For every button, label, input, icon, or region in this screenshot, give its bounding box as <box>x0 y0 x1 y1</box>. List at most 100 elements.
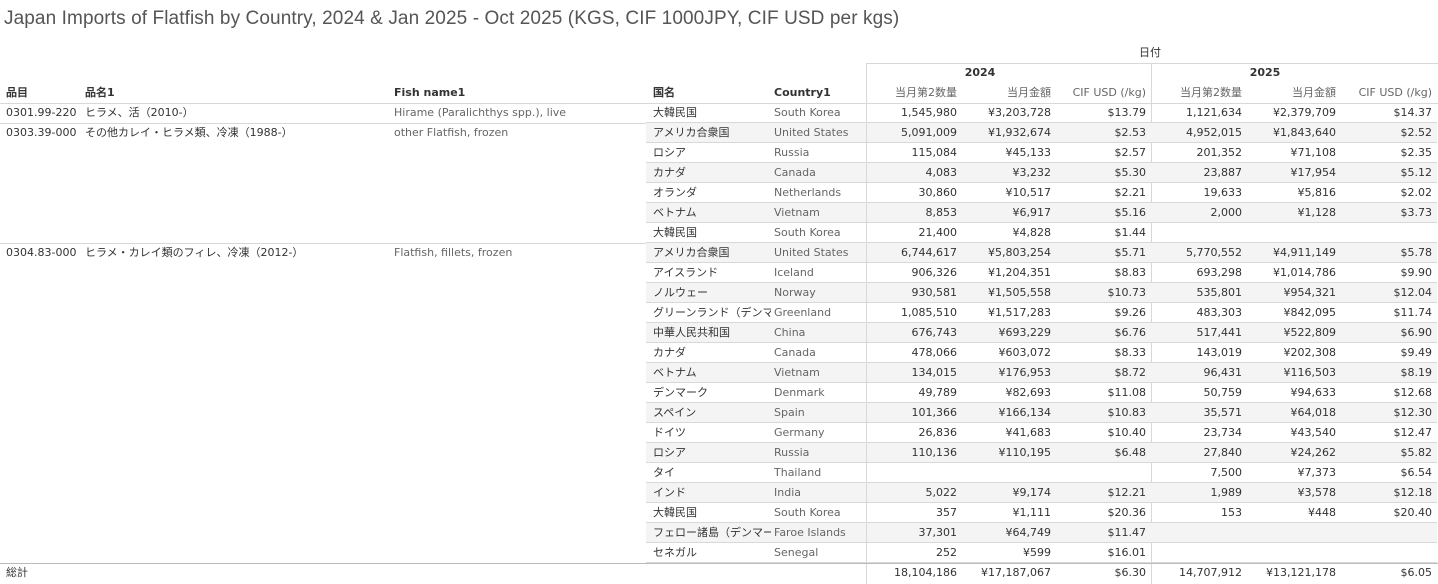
header-top-line <box>866 63 1438 64</box>
row-value: $11.47 <box>1107 526 1147 539</box>
row-value: ¥166,134 <box>998 406 1052 419</box>
row-country-en: Greenland <box>774 306 832 319</box>
row-value: 1,989 <box>1210 486 1243 499</box>
row-value: ¥64,749 <box>1005 526 1052 539</box>
row-value: 5,091,009 <box>901 126 957 139</box>
row-value: $5.30 <box>1114 166 1147 179</box>
row-value: $2.53 <box>1114 126 1147 139</box>
row-line <box>646 302 1437 303</box>
row-country-jp: セネガル <box>653 546 697 559</box>
row-country-jp: 大韓民国 <box>653 226 697 239</box>
pane-divider <box>866 103 867 563</box>
row-value: 153 <box>1221 506 1242 519</box>
row-value: 49,789 <box>918 386 958 399</box>
row-country-en: United States <box>774 246 849 259</box>
row-country-en: Spain <box>774 406 805 419</box>
row-value: $14.37 <box>1393 106 1433 119</box>
row-value: ¥3,203,728 <box>988 106 1051 119</box>
measure-header: CIF USD (/kg) <box>1358 86 1432 99</box>
row-value: $2.52 <box>1400 126 1433 139</box>
row-line <box>646 462 1437 463</box>
row-country-jp: ロシア <box>653 446 686 459</box>
row-value: 37,301 <box>918 526 958 539</box>
row-stripe <box>646 163 1437 183</box>
row-value: ¥1,128 <box>1297 206 1337 219</box>
row-stripe <box>646 443 1437 463</box>
row-line <box>646 502 1437 503</box>
row-value: 535,801 <box>1196 286 1243 299</box>
row-value: 906,326 <box>911 266 958 279</box>
column-header: Country1 <box>774 86 831 99</box>
row-value: 134,015 <box>911 366 958 379</box>
row-value <box>1344 543 1432 563</box>
row-value: $9.90 <box>1400 266 1433 279</box>
row-country-jp: タイ <box>653 466 675 479</box>
row-country-en: Germany <box>774 426 825 439</box>
row-value: $5.12 <box>1400 166 1433 179</box>
row-value: 96,431 <box>1203 366 1243 379</box>
row-line <box>646 562 1437 563</box>
row-value: $2.57 <box>1114 146 1147 159</box>
row-line <box>646 282 1437 283</box>
row-value: ¥10,517 <box>1005 186 1052 199</box>
row-value: ¥1,204,351 <box>988 266 1051 279</box>
row-value: ¥1,505,558 <box>988 286 1051 299</box>
row-value <box>869 463 957 483</box>
column-header: 品目 <box>6 86 28 99</box>
row-value: 201,352 <box>1196 146 1243 159</box>
row-name-jp: その他カレイ・ヒラメ類、冷凍（1988-） <box>85 126 293 139</box>
row-value: ¥82,693 <box>1005 386 1052 399</box>
row-value: 23,734 <box>1203 426 1243 439</box>
row-line <box>646 162 1437 163</box>
row-value: ¥1,843,640 <box>1273 126 1336 139</box>
row-value: 930,581 <box>911 286 958 299</box>
row-country-en: Canada <box>774 166 816 179</box>
row-value: ¥842,095 <box>1283 306 1337 319</box>
row-value: $10.40 <box>1107 426 1147 439</box>
row-value: $20.40 <box>1393 506 1433 519</box>
row-stripe <box>646 243 1437 263</box>
row-value: $11.74 <box>1393 306 1433 319</box>
row-value: $6.90 <box>1400 326 1433 339</box>
row-value: $8.83 <box>1114 266 1147 279</box>
row-value: $20.36 <box>1107 506 1147 519</box>
date-header: 日付 <box>1139 46 1161 59</box>
row-value: $10.83 <box>1107 406 1147 419</box>
row-country-jp: アメリカ合衆国 <box>653 246 730 259</box>
row-value: $5.78 <box>1400 246 1433 259</box>
total-value: 14,707,912 <box>1179 566 1242 579</box>
row-code: 0301.99-220 <box>6 106 77 119</box>
row-value: ¥41,683 <box>1005 426 1052 439</box>
row-value: $9.26 <box>1114 306 1147 319</box>
total-value: 18,104,186 <box>894 566 957 579</box>
row-value: $10.73 <box>1107 286 1147 299</box>
row-country-en: South Korea <box>774 106 841 119</box>
row-value <box>1058 463 1146 483</box>
row-value: $8.19 <box>1400 366 1433 379</box>
row-value: 23,887 <box>1203 166 1243 179</box>
row-value: 1,085,510 <box>901 306 957 319</box>
column-header: Fish name1 <box>394 86 466 99</box>
page-title: Japan Imports of Flatfish by Country, 20… <box>4 8 900 29</box>
row-value: ¥954,321 <box>1283 286 1337 299</box>
row-value: 676,743 <box>911 326 958 339</box>
row-country-jp: オランダ <box>653 186 697 199</box>
row-line <box>646 222 1437 223</box>
row-value <box>1344 523 1432 543</box>
row-value: 2,000 <box>1210 206 1243 219</box>
row-value: $12.04 <box>1393 286 1433 299</box>
row-country-en: South Korea <box>774 506 841 519</box>
row-value: $2.02 <box>1400 186 1433 199</box>
row-value: 1,121,634 <box>1186 106 1242 119</box>
group-separator <box>0 123 646 124</box>
row-country-jp: カナダ <box>653 166 686 179</box>
row-line <box>646 262 1437 263</box>
row-value: 6,744,617 <box>901 246 957 259</box>
row-value: ¥9,174 <box>1012 486 1052 499</box>
row-country-en: Netherlands <box>774 186 842 199</box>
row-value: $12.30 <box>1393 406 1433 419</box>
row-stripe <box>646 363 1437 383</box>
row-country-en: China <box>774 326 806 339</box>
row-code: 0304.83-000 <box>6 246 77 259</box>
row-line <box>646 522 1437 523</box>
